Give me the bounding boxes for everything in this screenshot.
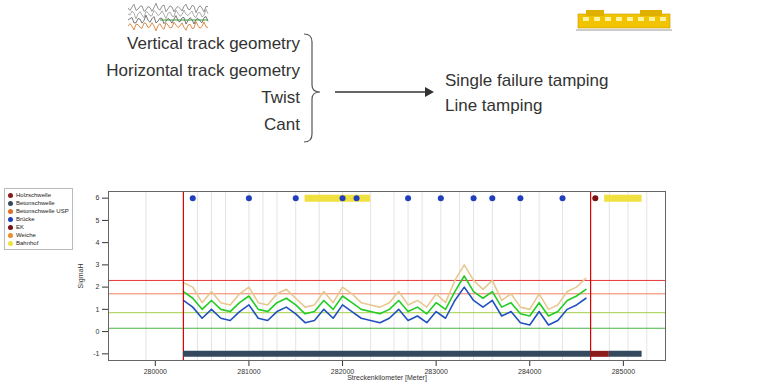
html-text:Weiche: Weiche xyxy=(16,232,36,238)
html-text:Horizontal track geometry: Horizontal track geometry xyxy=(106,61,300,80)
svg-text:1: 1 xyxy=(96,306,100,313)
html-text:Bahnhof: Bahnhof xyxy=(16,240,39,246)
svg-text:5: 5 xyxy=(96,217,100,224)
html-text:Line tamping: Line tamping xyxy=(445,96,543,115)
html-text:Twist: Twist xyxy=(261,88,300,107)
svg-text:0: 0 xyxy=(96,328,100,335)
svg-text:-1: -1 xyxy=(93,350,99,357)
html-text:Betonschwelle USP: Betonschwelle USP xyxy=(16,208,69,214)
svg-text:4: 4 xyxy=(96,239,100,246)
svg-text:2: 2 xyxy=(96,283,100,290)
svg-text:280000: 280000 xyxy=(144,368,167,375)
html-text:Cant: Cant xyxy=(264,115,300,134)
svg-text:6: 6 xyxy=(96,194,100,201)
svg-text:282000: 282000 xyxy=(330,368,355,376)
svg-text:284000: 284000 xyxy=(518,368,541,375)
svg-text:285000: 285000 xyxy=(612,368,635,375)
svg-text:3: 3 xyxy=(96,261,100,268)
svg-text:Streckenkilometer [Meter]: Streckenkilometer [Meter] xyxy=(347,374,427,382)
html-text:Brücke: Brücke xyxy=(16,216,35,222)
svg-text:283000: 283000 xyxy=(424,368,447,375)
html-text:EK: EK xyxy=(16,224,24,230)
html-text:Holzschwelle: Holzschwelle xyxy=(16,192,51,198)
svg-text:281000: 281000 xyxy=(237,368,260,375)
svg-text:SigmaH: SigmaH xyxy=(77,264,85,289)
html-text:Single failure tamping: Single failure tamping xyxy=(445,71,609,90)
html-text:Betonschwelle: Betonschwelle xyxy=(16,200,55,206)
html-text:Vertical track geometry: Vertical track geometry xyxy=(127,34,300,53)
